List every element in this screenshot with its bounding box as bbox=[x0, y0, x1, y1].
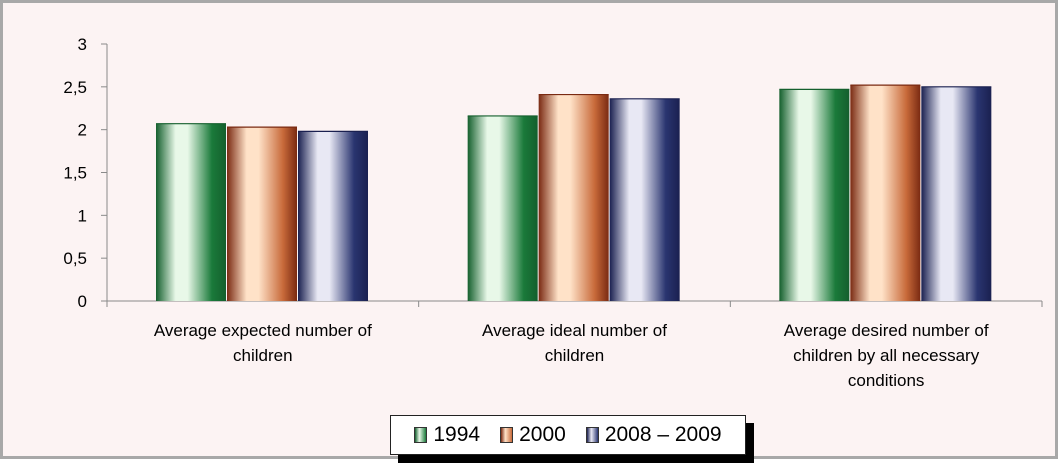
bar-2008-2009-cat-1 bbox=[298, 131, 368, 301]
x-category-label: Average ideal number of bbox=[482, 321, 667, 340]
bar-1994-cat-1 bbox=[156, 124, 226, 301]
y-tick-label: 2,5 bbox=[63, 78, 87, 97]
bar-2000-cat-1 bbox=[227, 127, 297, 301]
x-category-label: Average desired number of bbox=[784, 321, 989, 340]
bar-2008-2009-cat-3 bbox=[921, 87, 991, 301]
y-tick-label: 2 bbox=[78, 121, 87, 140]
legend-label-1994: 1994 bbox=[433, 423, 480, 447]
legend-item-1994: 1994 bbox=[414, 423, 480, 447]
bar-1994-cat-2 bbox=[468, 116, 538, 301]
legend-label-2000: 2000 bbox=[519, 423, 566, 447]
legend-item-2008-2009: 2008 – 2009 bbox=[586, 423, 722, 447]
legend-swatch-2008-2009 bbox=[586, 427, 599, 443]
bar-2000-cat-3 bbox=[850, 85, 920, 301]
y-tick-label: 1 bbox=[78, 206, 87, 225]
y-tick-label: 0 bbox=[78, 292, 87, 311]
x-category-label: conditions bbox=[848, 371, 925, 390]
legend: 1994 2000 2008 – 2009 bbox=[390, 415, 746, 455]
x-category-label: Average expected number of bbox=[154, 321, 372, 340]
legend-box: 1994 2000 2008 – 2009 bbox=[390, 415, 746, 455]
x-category-label: children bbox=[545, 346, 605, 365]
y-tick-label: 0,5 bbox=[63, 249, 87, 268]
legend-item-2000: 2000 bbox=[500, 423, 566, 447]
x-category-label: children by all necessary bbox=[793, 346, 980, 365]
x-category-label: children bbox=[233, 346, 293, 365]
bar-2000-cat-2 bbox=[539, 95, 609, 301]
y-tick-label: 3 bbox=[78, 35, 87, 54]
legend-swatch-1994 bbox=[414, 427, 427, 443]
y-tick-label: 1,5 bbox=[63, 164, 87, 183]
legend-label-2008-2009: 2008 – 2009 bbox=[605, 423, 722, 447]
bar-2008-2009-cat-2 bbox=[610, 99, 680, 301]
legend-swatch-2000 bbox=[500, 427, 513, 443]
bar-1994-cat-3 bbox=[779, 89, 849, 301]
